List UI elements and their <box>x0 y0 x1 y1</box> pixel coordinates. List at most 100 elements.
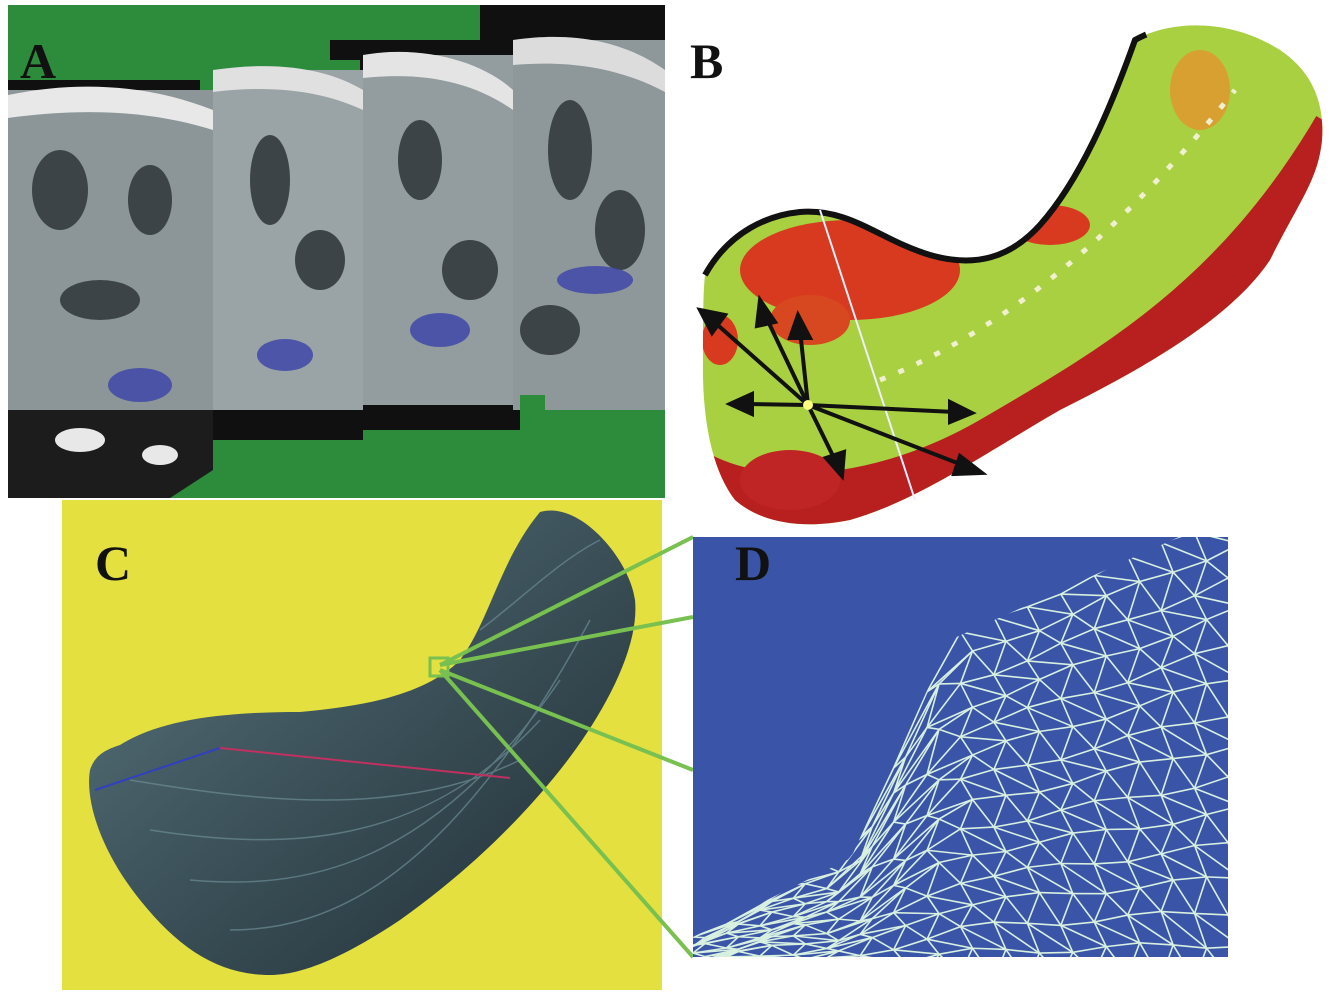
mesh-edge <box>839 967 860 981</box>
mesh-edge <box>705 975 738 976</box>
panel-label: D <box>735 535 771 591</box>
panel-label: B <box>690 33 723 89</box>
mesh-edge <box>793 958 826 964</box>
panel-c-image <box>62 500 693 990</box>
mesh-edge <box>726 976 738 978</box>
mesh-edge <box>693 962 705 964</box>
mesh-edge <box>738 963 771 964</box>
mesh-edge <box>1228 843 1240 879</box>
mesh-edge <box>705 975 726 978</box>
mesh-edge <box>705 963 726 971</box>
mesh-edge <box>793 966 805 973</box>
mesh-edge <box>693 975 705 981</box>
mesh-edge <box>860 978 893 981</box>
mesh-edge <box>1027 953 1039 981</box>
mesh-edge <box>1061 973 1094 977</box>
mesh-edge <box>872 964 905 968</box>
mesh-edge <box>827 978 860 981</box>
page: A B <box>0 0 1334 992</box>
mesh-edge <box>760 963 772 970</box>
mesh-edge <box>693 963 705 969</box>
mesh-edge <box>1094 973 1127 975</box>
mesh-edge <box>860 968 872 981</box>
mesh-edge <box>827 958 839 967</box>
mesh-edge <box>827 958 872 968</box>
mesh-edge <box>793 963 838 966</box>
mesh-edge <box>805 958 826 960</box>
panel-label: A <box>20 33 56 89</box>
mesh-edge <box>1228 806 1240 843</box>
mesh-edge <box>705 957 726 962</box>
panel-a-image <box>8 5 665 498</box>
mesh-edge <box>793 959 805 963</box>
mesh-edge <box>1039 952 1072 953</box>
mesh-edge <box>1228 606 1240 646</box>
mesh-edge <box>793 974 826 979</box>
mesh-edge <box>827 967 839 979</box>
mesh-edge <box>1195 519 1228 533</box>
mesh-edge <box>860 956 872 968</box>
mesh-edge <box>1106 829 1139 830</box>
mesh-edge <box>726 957 771 963</box>
mesh-edge <box>927 954 939 973</box>
mesh-edge <box>961 974 994 979</box>
mesh-edge <box>705 963 738 964</box>
mesh-edge <box>1228 646 1240 679</box>
mesh-edge <box>693 979 726 981</box>
mesh-edge <box>693 957 726 963</box>
mesh-edge <box>760 970 772 972</box>
mesh-edge <box>894 913 939 914</box>
mesh-edge <box>1228 745 1240 777</box>
mesh-edge <box>1228 717 1240 745</box>
mesh-edge <box>760 956 772 963</box>
mesh-edge <box>939 954 960 974</box>
mesh-edge <box>1161 980 1194 981</box>
mesh-edge <box>760 966 805 970</box>
mesh-edge <box>726 957 738 963</box>
mesh-edge <box>906 964 927 974</box>
mesh-edge <box>1228 946 1240 976</box>
mesh-edge <box>760 963 793 970</box>
mesh-edge <box>1228 578 1240 606</box>
mesh-edge <box>1228 878 1240 915</box>
mesh-edge <box>726 956 759 957</box>
mesh-edge <box>693 962 705 963</box>
figure: A B <box>0 0 1334 992</box>
mesh-edge <box>872 968 893 978</box>
mesh-edge <box>1228 915 1240 946</box>
mesh-edge <box>1228 544 1240 578</box>
mesh-edge <box>793 963 805 966</box>
mesh-edge <box>738 974 759 977</box>
mesh-edge <box>693 969 726 971</box>
mesh-edge <box>994 979 1027 981</box>
mesh-edge <box>1039 893 1072 894</box>
mesh-edge <box>772 959 805 963</box>
mesh-edge <box>1228 519 1240 544</box>
mesh-edge <box>738 972 771 977</box>
mesh-edge <box>1228 679 1240 717</box>
mesh-edge <box>939 779 960 780</box>
mesh-edge <box>693 957 705 964</box>
panel-label: C <box>95 535 131 591</box>
mesh-edge <box>1228 777 1240 806</box>
mesh-edge <box>772 966 805 971</box>
mesh-edge <box>693 969 738 976</box>
mesh-edge <box>772 972 793 974</box>
mesh-edge <box>760 972 772 974</box>
mesh-edge <box>1195 976 1228 980</box>
mesh-edge <box>894 964 906 978</box>
mesh-edge <box>894 973 927 977</box>
mesh-edge <box>726 963 738 972</box>
mesh-edge <box>1128 975 1161 980</box>
mesh-edge <box>805 966 826 978</box>
mesh-edge <box>1027 977 1060 981</box>
mesh-edge <box>693 969 705 975</box>
panel-b-image <box>700 25 1334 524</box>
mesh-edge <box>726 972 738 977</box>
panel-d-image <box>693 515 1240 981</box>
mesh-edge <box>693 963 738 964</box>
mesh-edge <box>839 967 872 968</box>
mesh-edge <box>726 970 759 971</box>
mesh-edge <box>927 973 960 974</box>
mesh-edge <box>738 963 759 971</box>
